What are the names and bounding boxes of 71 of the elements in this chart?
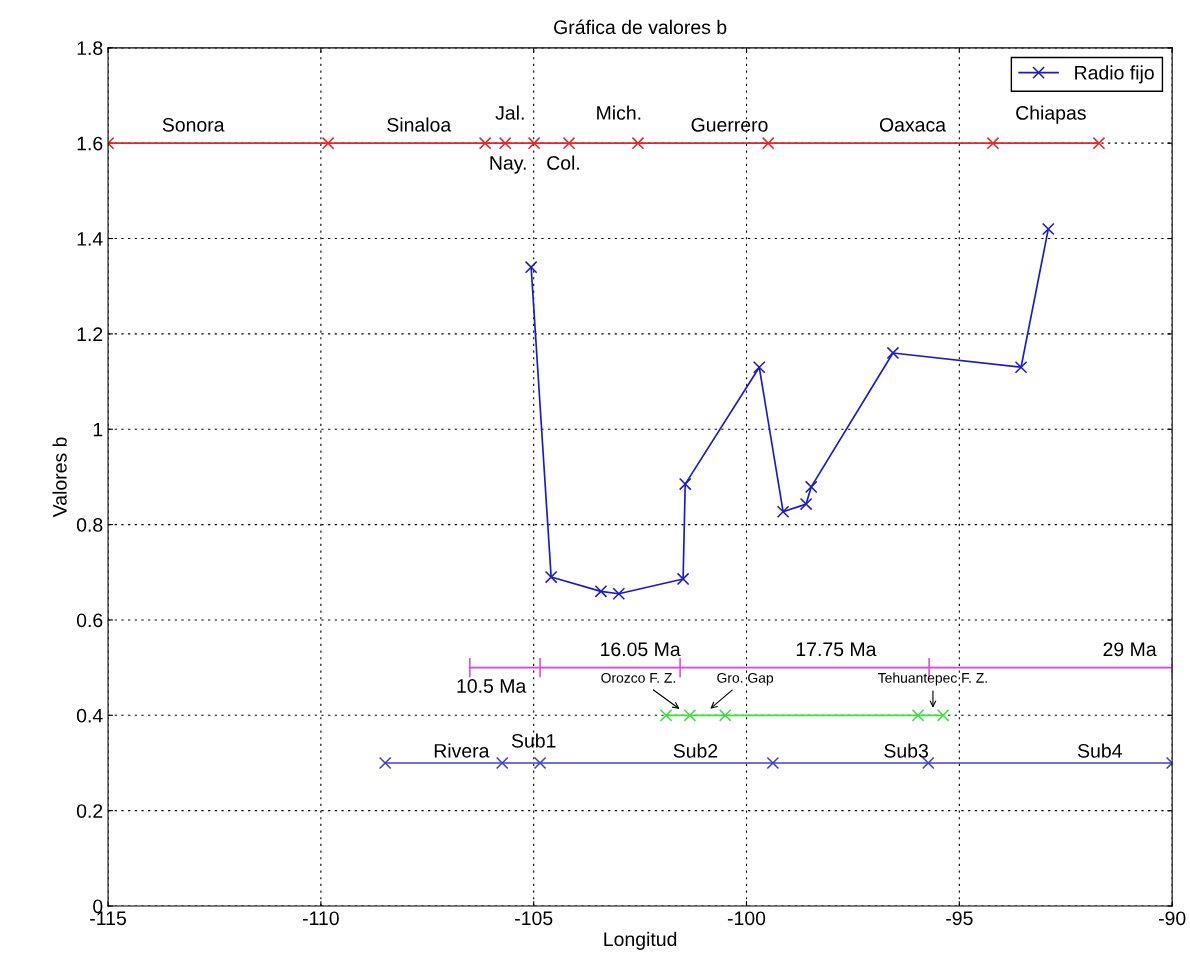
x-tick-label: -95	[946, 911, 973, 926]
annotation: 29 Ma	[1103, 642, 1157, 657]
legend-label: Radio fijo	[1075, 65, 1154, 84]
point	[495, 756, 509, 770]
annotation: Tehuantepec F. Z.	[878, 672, 987, 686]
annotation: Rivera	[434, 743, 490, 758]
point	[921, 756, 935, 770]
point	[776, 505, 790, 519]
point	[612, 587, 626, 601]
y-tick-label: 0.4	[76, 708, 103, 723]
annotation: Col.	[547, 155, 579, 170]
annotation: Orozco F. Z.	[601, 672, 675, 683]
annotation: Chiapas	[1016, 105, 1086, 124]
y-tick-label: 1	[93, 422, 103, 437]
x-axis-title: Longitud	[604, 931, 677, 950]
x-tick-label: -105	[515, 911, 553, 926]
annotation: Gro. Gap	[717, 672, 774, 686]
annotation: Nay.	[490, 156, 526, 174]
point	[936, 708, 950, 722]
point	[761, 136, 775, 150]
x-tick-label: -100	[727, 911, 766, 926]
point	[986, 136, 1000, 150]
point	[718, 708, 732, 722]
point	[562, 136, 576, 150]
point	[1041, 222, 1055, 236]
annotation: 17.75 Ma	[796, 642, 877, 657]
point	[1014, 360, 1028, 374]
annotation: 16.05 Ma	[601, 642, 681, 657]
x-tick-label: -110	[302, 911, 339, 926]
point	[752, 360, 766, 374]
annotation: Sinaloa	[387, 117, 452, 132]
x-tick-label: -90	[1158, 911, 1186, 926]
point	[676, 572, 690, 586]
annotation: Sub2	[673, 743, 718, 758]
point	[524, 260, 538, 274]
point	[498, 136, 512, 150]
point	[533, 756, 547, 770]
point	[594, 585, 608, 598]
annotation: Mich.	[597, 105, 641, 120]
y-axis-title: Valores b	[52, 437, 67, 518]
y-tick-label: 0.8	[76, 518, 103, 532]
y-tick-label: 0.6	[76, 613, 103, 628]
annotation: Sub1	[511, 733, 556, 748]
point	[659, 708, 673, 722]
point	[527, 136, 541, 150]
annotation: Guerrero	[691, 117, 768, 132]
point	[766, 756, 780, 770]
y-tick-label: 0.2	[76, 804, 103, 818]
point	[321, 136, 335, 150]
y-tick-label: 1.2	[77, 327, 103, 341]
y-tick-label: 1.4	[77, 232, 103, 246]
point	[886, 346, 900, 360]
annotation: Oaxaca	[879, 117, 947, 132]
y-tick-label: 1.8	[77, 41, 103, 56]
point	[631, 136, 645, 150]
point	[478, 136, 492, 150]
point	[683, 708, 697, 722]
chart-title: Gráfica de valores b	[554, 19, 727, 35]
point	[1092, 136, 1106, 150]
annotation: Sub4	[1077, 743, 1122, 758]
annotation: Sub3	[884, 743, 928, 758]
point	[911, 708, 925, 722]
point	[378, 756, 392, 770]
y-tick-label: 1.6	[77, 136, 103, 151]
point	[799, 497, 813, 511]
annotation: Sonora	[162, 117, 225, 132]
annotation: 10.5 Ma	[457, 679, 527, 693]
point	[544, 570, 558, 584]
point	[804, 480, 818, 494]
annotation: Jal.	[495, 105, 524, 120]
point	[678, 477, 692, 491]
